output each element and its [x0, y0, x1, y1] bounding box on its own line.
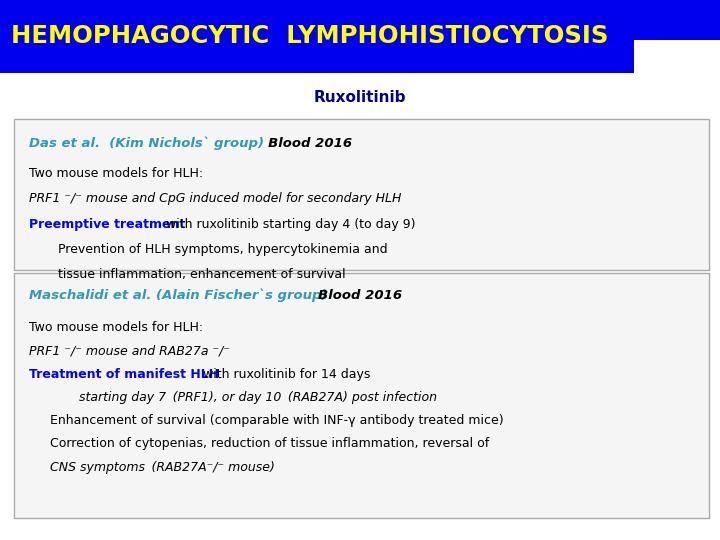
- Text: Das et al.  (Kim Nichols` group): Das et al. (Kim Nichols` group): [29, 137, 264, 150]
- Text: Maschalidi et al. (Alain Fischer`s group): Maschalidi et al. (Alain Fischer`s group…: [29, 289, 328, 302]
- Text: Two mouse models for HLH:: Two mouse models for HLH:: [29, 321, 203, 334]
- Text: HEMOPHAGOCYTIC  LYMPHOHISTIOCYTOSIS: HEMOPHAGOCYTIC LYMPHOHISTIOCYTOSIS: [11, 24, 608, 49]
- Text: Two mouse models for HLH:: Two mouse models for HLH:: [29, 167, 203, 180]
- Text: with ruxolitinib for 14 days: with ruxolitinib for 14 days: [199, 368, 371, 381]
- Text: starting day 7  (PRF1), or day 10  (RAB27A) post infection: starting day 7 (PRF1), or day 10 (RAB27A…: [79, 391, 437, 404]
- Text: PRF1 ⁻/⁻ mouse and RAB27a ⁻/⁻: PRF1 ⁻/⁻ mouse and RAB27a ⁻/⁻: [29, 345, 230, 357]
- Text: Preemptive treatment: Preemptive treatment: [29, 218, 185, 231]
- Text: Blood 2016: Blood 2016: [245, 137, 352, 150]
- Text: Treatment of manifest HLH: Treatment of manifest HLH: [29, 368, 219, 381]
- Text: Ruxolitinib: Ruxolitinib: [314, 90, 406, 105]
- Text: Correction of cytopenias, reduction of tissue inflammation, reversal of: Correction of cytopenias, reduction of t…: [50, 437, 490, 450]
- FancyBboxPatch shape: [14, 119, 709, 270]
- Bar: [634, 40, 720, 73]
- FancyBboxPatch shape: [14, 273, 709, 518]
- Text: CNS symptoms  (RAB27A⁻/⁻ mouse): CNS symptoms (RAB27A⁻/⁻ mouse): [50, 461, 275, 474]
- Text: Enhancement of survival (comparable with INF-γ antibody treated mice): Enhancement of survival (comparable with…: [50, 414, 504, 427]
- Text: with ruxolitinib starting day 4 (to day 9): with ruxolitinib starting day 4 (to day …: [162, 218, 415, 231]
- Text: Blood 2016: Blood 2016: [295, 289, 402, 302]
- Text: tissue inflammation, enhancement of survival: tissue inflammation, enhancement of surv…: [58, 268, 345, 281]
- Text: PRF1 ⁻/⁻ mouse and CpG induced model for secondary HLH: PRF1 ⁻/⁻ mouse and CpG induced model for…: [29, 192, 401, 205]
- Bar: [0, 0, 720, 73]
- Text: Prevention of HLH symptoms, hypercytokinemia and: Prevention of HLH symptoms, hypercytokin…: [58, 243, 387, 256]
